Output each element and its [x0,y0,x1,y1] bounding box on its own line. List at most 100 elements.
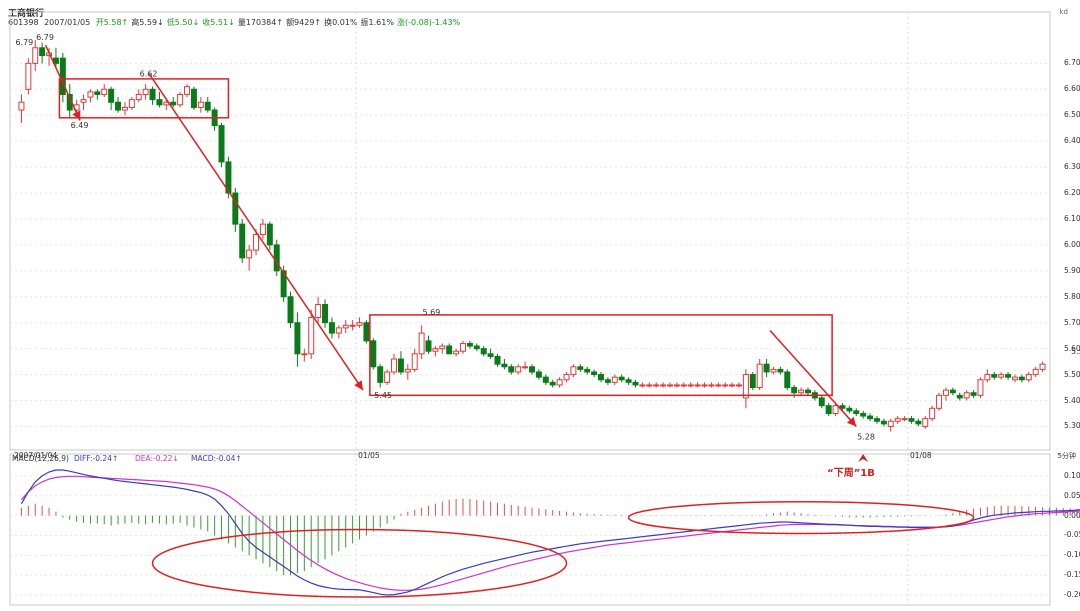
chart-text: 6.796.79 6.49 6.62 5.69 5.45 5.28 5.55 “下周”1B MA… [12,33,1080,479]
candle-body [439,345,446,350]
candle-body [798,389,805,394]
price-label: 6.79 [15,38,33,47]
candle-body [667,384,673,387]
candle-body [184,86,191,95]
quote-info-bar: 601398 2007/01/05 开5.58↑ 高5.59↓ 低5.50↓ 收5.5… [8,17,460,28]
candle-body [273,244,280,272]
candle-body [335,327,342,334]
candle-body [1018,376,1025,381]
candle-body [115,101,122,111]
candle-body [418,332,425,355]
quote-item: 额9429↑ [286,18,322,27]
trend-arrow [148,73,364,391]
candle-body [770,368,777,373]
candle-body [929,407,936,420]
candle-body [101,88,108,95]
macd-axis-tick: -0.15 [1064,570,1080,580]
candle-body [453,350,460,355]
candle-body [253,234,260,251]
candle-body [315,304,322,319]
candle-body [611,376,618,383]
candle-body [936,394,943,409]
macd-axis-tick: -0.10 [1064,550,1080,560]
candle-body [832,405,839,414]
price-axis-tick: 5.90 [1064,265,1080,275]
candle-body [460,342,466,352]
macd-divergence-ellipse [627,500,975,535]
candle-body [846,407,853,412]
macd-axis-tick: 0.05 [1064,490,1080,500]
candle-body [328,322,335,334]
price-axis-tick: 5.60 [1064,343,1080,353]
candle-body [466,342,473,347]
candle-body [280,270,287,298]
stock-code: 601398 [8,18,39,27]
candle-body [749,374,756,389]
candle-body [922,418,929,427]
price-axis-tick: 6.40 [1064,136,1080,146]
candle-body [970,392,977,396]
price-axis-tick: 5.80 [1064,291,1080,301]
quote-items: 开5.58↑ 高5.59↓ 低5.50↓ 收5.51↓ 量170384↑ 额9429↑ 换0… [93,18,460,27]
candle-body [308,317,315,355]
price-axis-tick: 5.70 [1064,317,1080,327]
candle-body [660,384,667,387]
candle-body [715,384,722,387]
candle-body [411,353,418,370]
candle-body [887,420,894,427]
quote-item: 高5.59↓ [131,18,164,27]
candle-body [708,384,715,387]
trend-arrow [44,44,81,121]
quote-item: 换0.01% [324,18,358,27]
candle-body [370,340,377,368]
candle-body [860,412,867,417]
candle-body [763,363,770,373]
price-axis-tick: 6.50 [1064,110,1080,120]
candle-body [722,384,729,387]
candle-body [218,125,225,163]
candle-body [404,368,411,373]
price-label: 5.69 [423,308,441,317]
candle-body [301,353,308,356]
macd-frame [9,453,1051,606]
corner-label: kd [1059,8,1069,16]
quote-item: 振1.61% [360,18,394,27]
candle-body [942,389,949,396]
candle-body [998,374,1005,378]
macd-legend-item: DEA:-0.22↓ [135,454,179,463]
candle-body [908,418,915,422]
candle-body [791,387,798,394]
macd-axis-tick: -0.20 [1064,590,1080,600]
candle-body [604,379,611,383]
period-label: 5分钟 [1057,452,1076,460]
candle-body [32,47,39,64]
price-axis-tick: 6.30 [1064,162,1080,172]
candle-body [342,324,349,329]
candle-body [384,371,391,383]
quote-item: 量170384↑ [237,18,284,27]
candle-body [867,415,874,420]
candle-body [356,322,363,326]
candle-body [149,88,156,101]
candle-body [128,99,135,108]
macd-panel [20,469,1080,596]
kline-frame [9,11,1051,451]
candle-body [1025,374,1032,381]
candle-body [197,101,204,108]
quote-item: 涨(-0.08)-1.43% [396,18,461,27]
candle-body [515,366,522,373]
candle-body [377,366,384,383]
price-label: 5.28 [857,432,875,441]
candle-body [915,420,922,425]
candle-body [625,379,632,383]
date-axis-tick: 01/08 [910,451,932,460]
candle-body [294,322,301,355]
candle-body [632,381,639,386]
candle-body [646,384,653,387]
consolidation-box [369,314,833,397]
price-axis-tick: 5.40 [1064,395,1080,405]
candle-body [1005,374,1012,378]
price-axis-tick: 6.20 [1064,188,1080,198]
candle-body [535,371,542,378]
